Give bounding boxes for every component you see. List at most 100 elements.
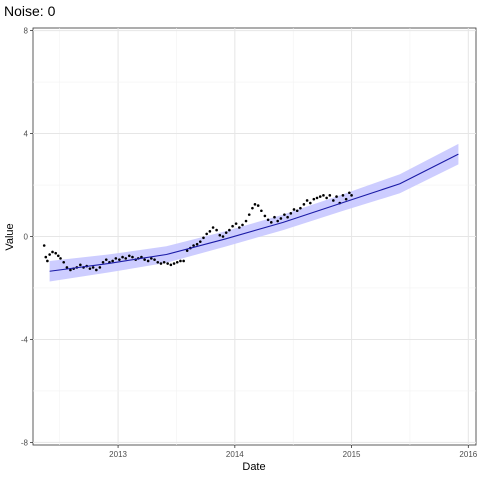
data-point xyxy=(276,219,279,223)
data-point xyxy=(69,268,72,272)
data-point xyxy=(241,223,244,227)
data-point xyxy=(224,231,228,234)
data-point xyxy=(234,222,238,225)
data-point xyxy=(192,244,195,247)
chart-title: Noise: 0 xyxy=(4,3,56,19)
data-point xyxy=(221,235,225,238)
data-point xyxy=(299,206,302,210)
data-point xyxy=(247,213,251,216)
data-point xyxy=(51,250,54,254)
data-point xyxy=(54,251,58,255)
data-point xyxy=(62,260,66,264)
trend-line xyxy=(49,153,459,272)
data-point xyxy=(211,226,215,229)
data-point xyxy=(59,257,62,260)
data-point xyxy=(295,209,299,213)
data-point xyxy=(195,242,199,246)
data-point xyxy=(328,194,332,197)
data-point xyxy=(198,240,202,243)
x-tick-label: 2013 xyxy=(109,450,127,459)
data-point xyxy=(146,259,150,263)
data-point xyxy=(205,232,208,236)
grid-lines xyxy=(33,28,476,445)
x-tick-label: 2016 xyxy=(459,450,477,459)
data-point xyxy=(260,209,263,213)
data-point xyxy=(315,196,319,200)
data-point xyxy=(348,191,351,195)
data-point xyxy=(166,262,169,265)
data-point xyxy=(238,226,241,229)
data-point xyxy=(309,201,312,205)
data-point xyxy=(118,258,121,261)
data-point xyxy=(179,259,182,263)
data-point xyxy=(65,266,69,269)
data-point xyxy=(208,230,212,233)
smooth-line xyxy=(49,153,459,272)
data-point xyxy=(256,204,260,207)
data-point xyxy=(312,197,316,201)
data-point xyxy=(127,254,131,258)
data-point xyxy=(289,212,293,215)
data-point xyxy=(350,194,353,197)
data-point xyxy=(162,260,166,264)
data-point xyxy=(253,203,257,206)
data-point xyxy=(153,258,156,261)
data-point xyxy=(325,196,328,200)
data-point xyxy=(228,228,231,232)
data-point xyxy=(48,253,51,256)
data-point xyxy=(143,258,146,261)
y-tick-label: -8 xyxy=(21,438,29,447)
data-point xyxy=(273,215,276,219)
data-point xyxy=(322,194,325,197)
data-point xyxy=(150,257,153,260)
y-tick-label: 0 xyxy=(24,233,29,242)
data-point xyxy=(42,244,46,247)
data-point xyxy=(88,267,92,270)
data-point xyxy=(156,260,160,264)
data-point xyxy=(332,199,335,202)
data-point xyxy=(231,224,234,228)
data-point xyxy=(302,203,306,206)
data-point xyxy=(172,262,176,265)
data-point xyxy=(159,262,163,265)
data-point xyxy=(104,258,108,261)
data-point xyxy=(269,221,273,224)
data-point xyxy=(292,208,296,211)
data-point xyxy=(344,197,348,201)
data-point xyxy=(121,255,124,259)
data-point xyxy=(111,259,114,263)
data-point xyxy=(56,254,60,258)
data-point xyxy=(169,263,173,267)
data-point xyxy=(318,195,322,198)
data-point xyxy=(286,215,289,219)
data-point xyxy=(79,263,82,267)
data-point xyxy=(46,259,49,263)
data-point xyxy=(266,218,270,222)
data-point xyxy=(114,257,118,260)
data-point xyxy=(305,199,309,202)
data-point xyxy=(215,228,218,232)
data-point xyxy=(244,219,248,223)
data-point xyxy=(251,206,254,210)
data-point xyxy=(98,266,102,269)
y-tick-label: 4 xyxy=(24,130,29,139)
data-point xyxy=(335,195,338,198)
data-point xyxy=(95,268,98,272)
data-point xyxy=(279,217,283,220)
y-tick-label: -4 xyxy=(21,335,29,344)
data-point xyxy=(185,249,189,252)
data-point xyxy=(263,214,267,218)
data-point xyxy=(101,260,105,264)
data-point xyxy=(124,257,128,260)
data-point xyxy=(131,255,134,259)
data-point xyxy=(91,266,95,269)
data-point xyxy=(283,213,286,216)
data-point xyxy=(175,260,179,264)
x-tick-label: 2014 xyxy=(226,450,244,459)
y-tick-label: 8 xyxy=(24,27,29,36)
x-tick-label: 2015 xyxy=(343,450,361,459)
data-point xyxy=(44,255,48,259)
x-axis-title: Date xyxy=(242,461,265,473)
data-point xyxy=(182,259,185,263)
